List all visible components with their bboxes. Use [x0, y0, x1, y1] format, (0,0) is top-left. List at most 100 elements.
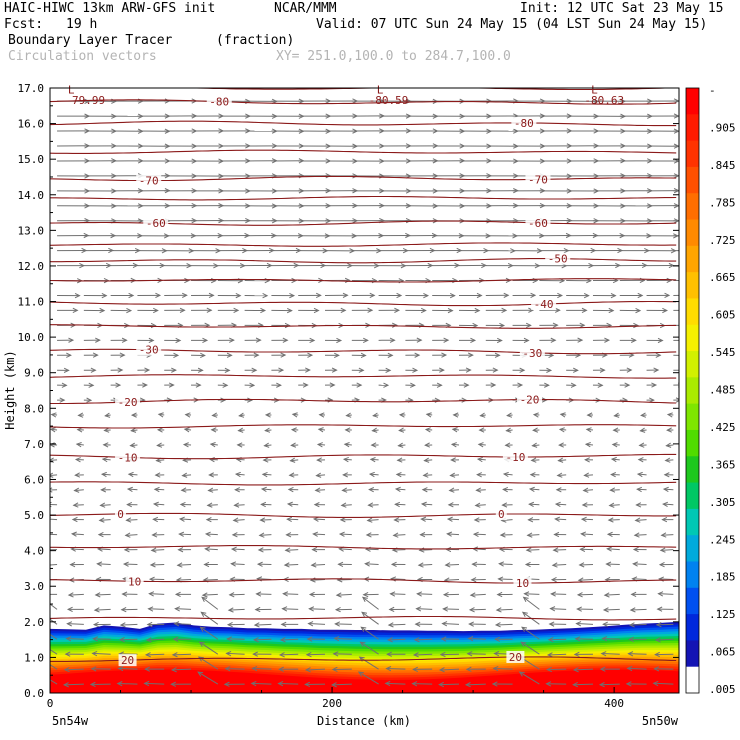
vector-arrowhead	[649, 397, 655, 403]
vector-arrow	[50, 664, 58, 670]
vector-arrowhead	[257, 547, 264, 553]
y-tick-label: 8.0	[24, 402, 44, 415]
vector-arrowhead	[205, 517, 212, 523]
vector-arrow	[236, 473, 245, 476]
vector-arrowhead	[527, 517, 534, 523]
vector-arrowhead	[197, 671, 204, 677]
vector-arrowhead	[585, 427, 592, 433]
vector-arrowhead	[496, 337, 503, 344]
vector-arrow	[251, 682, 272, 685]
vector-arrowhead	[606, 546, 613, 552]
vector-arrowhead	[290, 427, 297, 433]
vector-arrow	[578, 578, 593, 581]
vector-arrowhead	[37, 672, 42, 676]
vector-arrow	[50, 603, 58, 610]
vector-arrowhead	[497, 576, 504, 582]
vector-arrowhead	[531, 442, 538, 448]
vector-arrowhead	[290, 442, 297, 448]
vector-arrowhead	[312, 531, 319, 537]
vector-arrowhead	[179, 501, 186, 508]
isotherm-line	[50, 324, 677, 329]
vector-arrowhead	[200, 352, 206, 359]
vector-arrowhead	[611, 442, 618, 448]
vector-arrowhead	[476, 292, 483, 299]
vector-arrowhead	[172, 636, 179, 642]
vector-arrowhead	[195, 382, 202, 388]
vector-arrowhead	[663, 472, 670, 478]
vector-arrow	[64, 668, 84, 671]
vector-arrowhead	[412, 652, 419, 658]
vector-arrow	[418, 564, 433, 566]
vector-arrowhead	[278, 666, 285, 672]
vector-arrowhead	[659, 547, 666, 553]
vector-arrowhead	[329, 382, 336, 388]
vector-arrowhead	[92, 621, 99, 628]
vector-arrowhead	[582, 487, 589, 493]
vector-arrowhead	[390, 561, 397, 568]
vector-arrow	[601, 653, 620, 655]
vector-arrowhead	[50, 412, 57, 418]
vector-arrowhead	[364, 561, 371, 567]
vector-arrowhead	[150, 322, 157, 329]
vector-arrow	[661, 534, 674, 536]
vector-arrow	[584, 474, 594, 476]
isotherm-line	[50, 149, 677, 154]
vector-arrowhead	[90, 367, 97, 373]
vector-arrowhead	[449, 292, 456, 299]
vector-arrow	[493, 667, 513, 670]
vector-arrowhead	[44, 563, 49, 567]
vector-arrowhead	[398, 427, 405, 433]
vector-arrowhead	[525, 547, 532, 553]
isotherm-label-bg	[118, 654, 137, 667]
vector-arrow	[344, 443, 352, 446]
vector-arrow	[628, 653, 647, 655]
colorbar-label: .845	[709, 159, 736, 172]
vector-arrowhead	[100, 487, 107, 493]
vector-arrow	[467, 653, 486, 655]
colorbar-swatch	[686, 561, 699, 589]
colorbar-frame	[685, 87, 700, 694]
isotherm-label: -20	[520, 394, 540, 407]
vector-arrowhead	[66, 352, 72, 358]
vector-arrowhead	[331, 367, 338, 373]
vector-arrowhead	[448, 487, 455, 493]
vector-arrowhead	[655, 352, 662, 358]
vector-arrowhead	[640, 412, 647, 418]
minimum-value: -80.59	[369, 94, 409, 107]
vector-arrowhead	[638, 442, 645, 448]
vector-arrowhead	[439, 651, 446, 658]
vector-arrow	[422, 503, 433, 506]
vector-arrowhead	[311, 546, 318, 553]
vector-arrow	[154, 503, 165, 506]
vector-arrow	[149, 593, 165, 595]
vector-arrowhead	[602, 621, 608, 627]
vector-arrowhead	[342, 292, 349, 298]
vector-arrowhead	[494, 352, 501, 358]
vector-arrow	[201, 596, 219, 610]
vector-arrow	[198, 656, 219, 670]
vector-arrowhead	[342, 472, 348, 478]
vector-arrowhead	[654, 637, 661, 643]
vector-arrowhead	[302, 382, 309, 388]
vector-arrow	[100, 504, 111, 506]
vector-arrowhead	[557, 292, 564, 299]
minimum-value: -79.99	[65, 94, 105, 107]
vector-arrowhead	[662, 501, 669, 507]
vector-arrowhead	[675, 397, 679, 403]
vector-arrow	[102, 473, 111, 476]
vector-arrowhead	[363, 337, 369, 344]
vector-arrowhead	[599, 666, 606, 672]
vector-arrow	[575, 638, 593, 640]
vector-arrowhead	[332, 651, 339, 657]
vector-arrowhead	[383, 382, 390, 388]
vector-arrowhead	[624, 382, 631, 388]
vector-arrow	[476, 489, 486, 491]
vector-arrow	[50, 459, 58, 461]
vector-arrowhead	[662, 486, 669, 493]
vector-arrowhead	[116, 681, 123, 687]
vector-arrow	[180, 518, 192, 521]
vector-arrowhead	[607, 517, 614, 523]
vector-arrowhead	[208, 472, 215, 478]
vector-arrowhead	[580, 531, 587, 537]
vector-arrowhead	[260, 486, 267, 492]
